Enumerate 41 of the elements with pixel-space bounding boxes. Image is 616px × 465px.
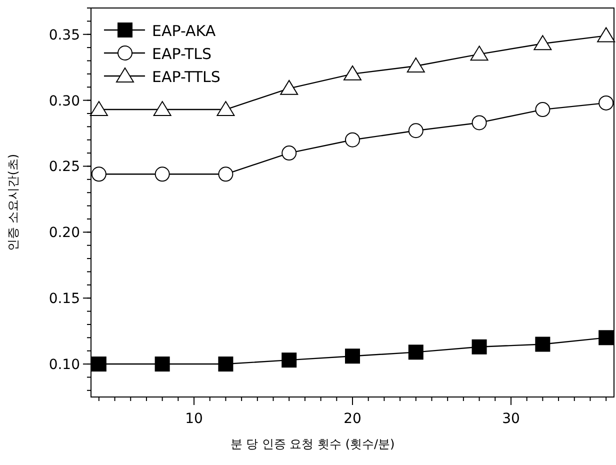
point	[216, 101, 235, 116]
point	[344, 65, 362, 80]
point	[218, 356, 234, 372]
point	[280, 80, 298, 95]
x-tick-label: 30	[502, 411, 520, 427]
point	[154, 356, 170, 372]
point	[91, 356, 106, 372]
point	[472, 115, 487, 130]
point	[534, 35, 552, 50]
point	[535, 102, 550, 118]
point	[90, 101, 108, 116]
y-tick-label: 0.20	[48, 225, 80, 242]
point	[153, 101, 172, 116]
y-tick-label: 0.30	[48, 93, 80, 110]
y-tick-label: 0.25	[48, 159, 80, 176]
point	[282, 352, 297, 368]
point	[345, 348, 360, 364]
point	[408, 123, 424, 138]
x-tick-label: 10	[185, 411, 203, 427]
y-axis-title: 인증 소요시간(초)	[6, 154, 20, 252]
point	[597, 27, 616, 42]
y-tick-label: 0.10	[48, 357, 80, 374]
point	[218, 166, 234, 182]
point	[470, 46, 488, 61]
point	[345, 132, 360, 148]
x-tick-label: 20	[344, 411, 362, 427]
legend-label: EAP-TTLS	[152, 68, 220, 86]
point	[406, 58, 425, 73]
point	[472, 339, 487, 354]
point	[535, 336, 550, 352]
point	[154, 166, 170, 182]
point	[408, 344, 424, 360]
x-axis-title: 분 당 인증 요청 횟수 (횟수/분)	[230, 437, 395, 451]
y-tick-label: 0.35	[48, 27, 80, 44]
legend-label: EAP-AKA	[152, 22, 216, 40]
point	[598, 95, 614, 110]
point	[91, 166, 106, 182]
point	[282, 146, 297, 161]
point	[598, 330, 614, 346]
y-tick-label: 0.15	[48, 291, 80, 308]
legend-label: EAP-TLS	[152, 45, 212, 63]
